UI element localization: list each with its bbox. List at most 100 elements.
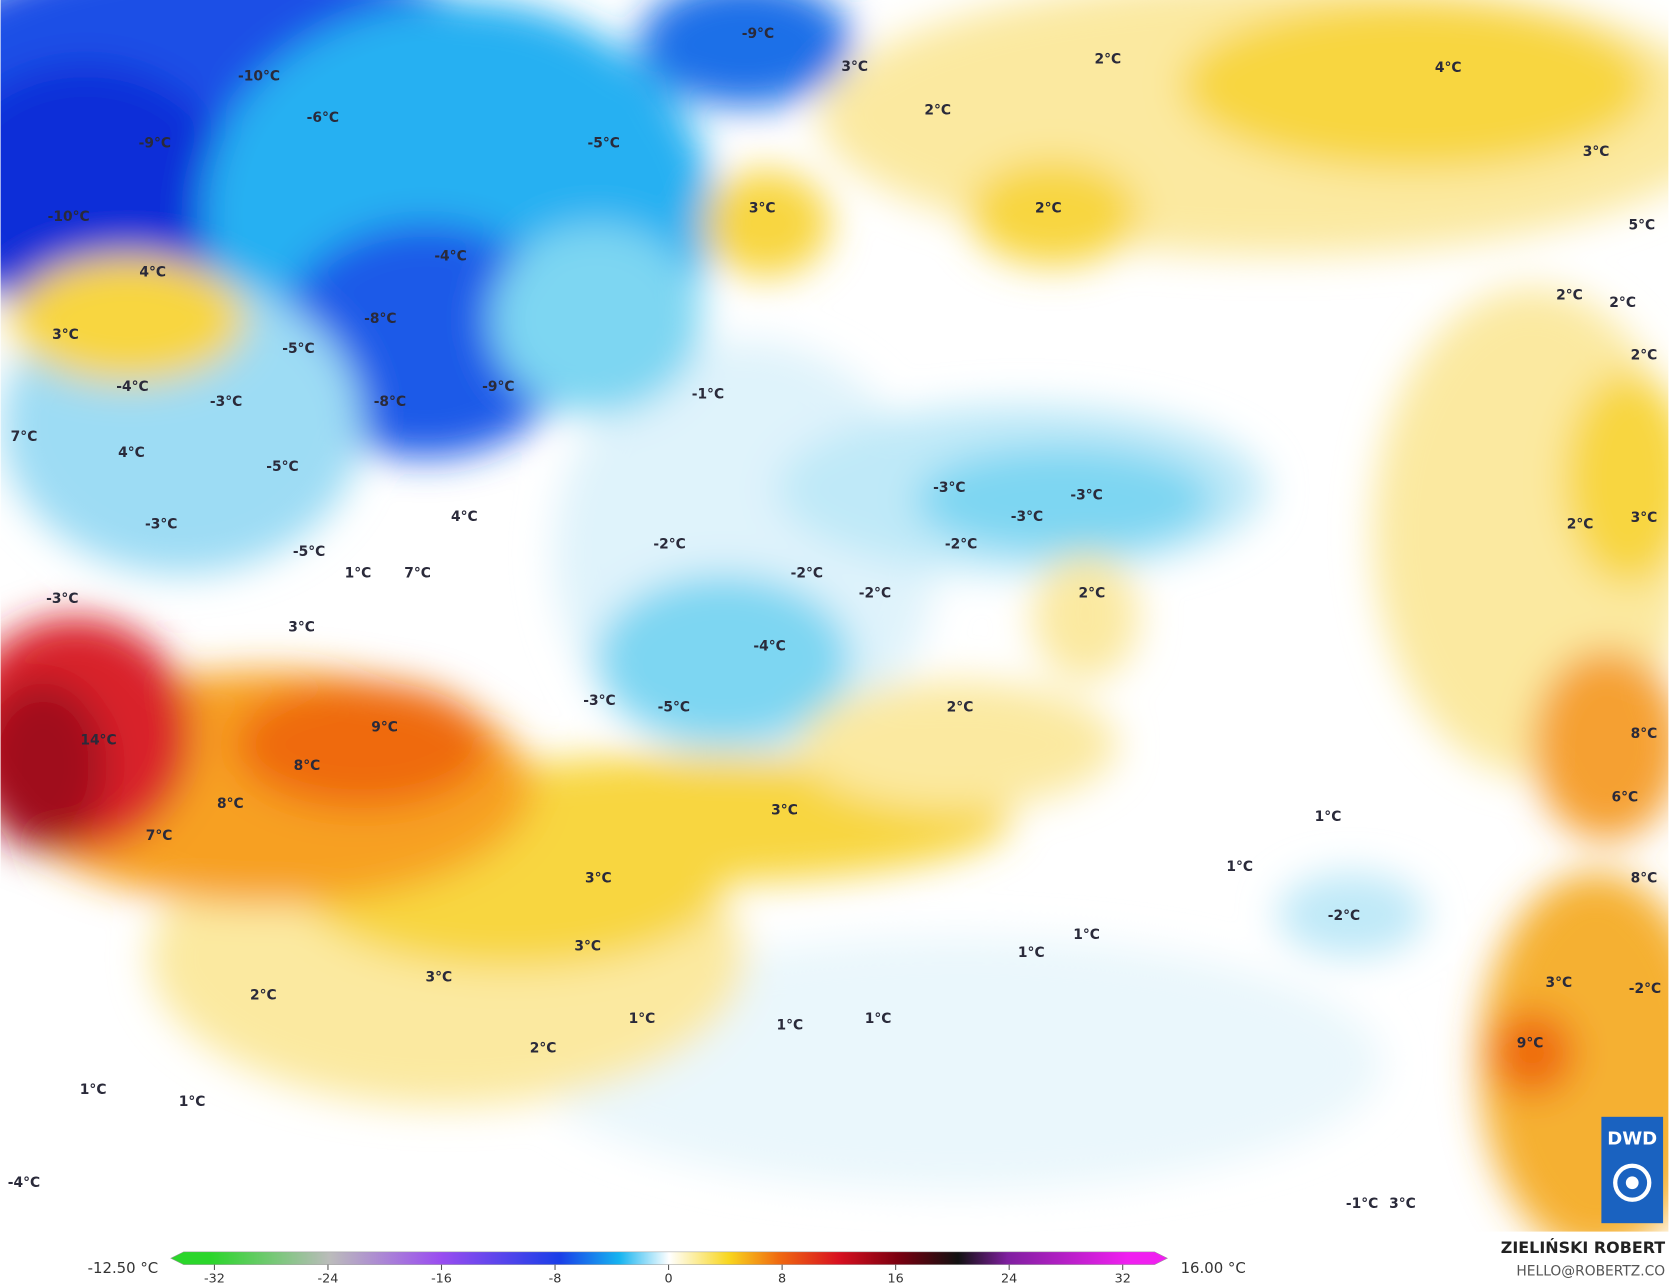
temp-label: 2°C	[924, 103, 951, 119]
temp-label: 3°C	[425, 969, 452, 985]
temp-label: 2°C	[1567, 516, 1594, 532]
temp-label: -5°C	[266, 459, 298, 475]
temp-label: 1°C	[865, 1011, 892, 1027]
temp-label: 8°C	[1631, 726, 1658, 742]
temp-label: -4°C	[116, 379, 148, 395]
temp-label: 3°C	[574, 939, 601, 955]
temp-label: 2°C	[947, 699, 974, 715]
temp-label: 2°C	[1609, 295, 1636, 311]
temp-label: -2°C	[945, 537, 977, 553]
temperature-field	[0, 0, 1669, 1232]
temp-label: 8°C	[1631, 871, 1658, 887]
temp-label: -3°C	[46, 591, 78, 607]
colorbar-tick-label: -8	[549, 1272, 562, 1287]
temp-label: 3°C	[52, 327, 79, 343]
temp-label: -2°C	[1328, 908, 1360, 924]
temp-label: 2°C	[530, 1041, 557, 1057]
temp-label: 3°C	[749, 200, 776, 216]
temp-label: 8°C	[294, 758, 321, 774]
logo-text: DWD	[1607, 1128, 1657, 1149]
temp-label: 1°C	[345, 565, 372, 581]
colorbar-tick-label: 0	[665, 1272, 673, 1287]
temperature-labels: -9°C -10°C -6°C -9°C -5°C 2°C 4°C 3°C 2°C 3°C 3°C 2…	[8, 26, 1661, 1212]
colorbar-tick-label: 8	[778, 1272, 786, 1287]
temp-label: 1°C	[1315, 809, 1342, 825]
temp-label: 14°C	[80, 732, 116, 748]
temp-label: -6°C	[307, 110, 339, 126]
temp-label: 2°C	[250, 988, 277, 1004]
temp-label: -9°C	[139, 136, 171, 152]
temp-label: 3°C	[288, 620, 315, 636]
temp-label: 4°C	[118, 445, 145, 461]
colorbar-tick-label: -24	[318, 1272, 339, 1287]
temp-label: 3°C	[1631, 510, 1658, 526]
temp-label: 2°C	[1631, 347, 1658, 363]
temp-label: -5°C	[587, 136, 619, 152]
temp-label: -5°C	[293, 544, 325, 560]
temp-label: 3°C	[1389, 1196, 1416, 1212]
temp-label: 9°C	[371, 720, 398, 736]
temp-label: 3°C	[1546, 975, 1573, 991]
colorbar-tick-label: 16	[888, 1272, 904, 1287]
colorbar-tick-label: 24	[1001, 1272, 1017, 1287]
temp-label: 7°C	[404, 565, 431, 581]
temp-label: 6°C	[1611, 790, 1638, 806]
temp-label: -2°C	[1629, 981, 1661, 997]
temp-label: -10°C	[238, 69, 280, 85]
temp-label: 3°C	[771, 802, 798, 818]
temp-label: -2°C	[859, 586, 891, 602]
temp-label: -5°C	[282, 341, 314, 357]
temp-label: -3°C	[210, 394, 242, 410]
temp-label: -3°C	[1011, 509, 1043, 525]
temp-label: -3°C	[1070, 488, 1102, 504]
temp-label: 4°C	[451, 509, 478, 525]
temp-label: -1°C	[692, 387, 724, 403]
colorbar-tick-label: -16	[431, 1272, 452, 1287]
temp-label: -10°C	[48, 209, 90, 225]
temp-label: -3°C	[933, 480, 965, 496]
temp-label: -4°C	[434, 248, 466, 264]
temp-label: 1°C	[1073, 927, 1100, 943]
temp-label: 2°C	[1035, 200, 1062, 216]
temp-label: -2°C	[791, 565, 823, 581]
temp-label: 1°C	[179, 1094, 206, 1110]
colorbar-tick-label: 32	[1115, 1272, 1131, 1287]
colorbar-min: -12.50 °C	[88, 1259, 159, 1277]
temp-label: 1°C	[1226, 859, 1253, 875]
temp-label: -8°C	[364, 311, 396, 327]
temp-label: 3°C	[841, 59, 868, 75]
temp-label: 1°C	[1018, 945, 1045, 961]
temp-label: 2°C	[1079, 586, 1106, 602]
temp-label: 5°C	[1628, 217, 1655, 233]
temp-label: -5°C	[658, 699, 690, 715]
temp-label: -2°C	[653, 537, 685, 553]
temp-label: -1°C	[1346, 1196, 1378, 1212]
temp-label: 1°C	[629, 1011, 656, 1027]
temp-label: 4°C	[139, 264, 166, 280]
temp-label: -3°C	[145, 516, 177, 532]
temp-label: -9°C	[742, 26, 774, 42]
colorbar	[170, 1251, 1169, 1265]
contact: HELLO@ROBERTZ.CO	[1516, 1263, 1665, 1279]
temp-label: 7°C	[146, 828, 173, 844]
temp-label: 7°C	[11, 429, 38, 445]
temp-label: 3°C	[585, 871, 612, 887]
dwd-logo: DWD	[1601, 1116, 1664, 1224]
temp-label: 4°C	[1435, 60, 1462, 76]
temp-label: 8°C	[217, 796, 244, 812]
temp-label: 2°C	[1095, 52, 1122, 68]
author: ZIELIŃSKI ROBERT	[1501, 1238, 1666, 1257]
temp-label: 1°C	[776, 1017, 803, 1033]
temp-label: 2°C	[1556, 288, 1583, 304]
temp-label: -9°C	[482, 379, 514, 395]
temp-label: -3°C	[583, 693, 615, 709]
temp-label: -4°C	[753, 639, 785, 655]
temp-label: 1°C	[80, 1082, 107, 1098]
temp-label: -4°C	[8, 1175, 40, 1191]
temp-label: -8°C	[374, 394, 406, 410]
colorbar-tick-label: -32	[204, 1272, 225, 1287]
temp-label: 3°C	[1583, 144, 1610, 160]
colorbar-max: 16.00 °C	[1181, 1259, 1246, 1277]
